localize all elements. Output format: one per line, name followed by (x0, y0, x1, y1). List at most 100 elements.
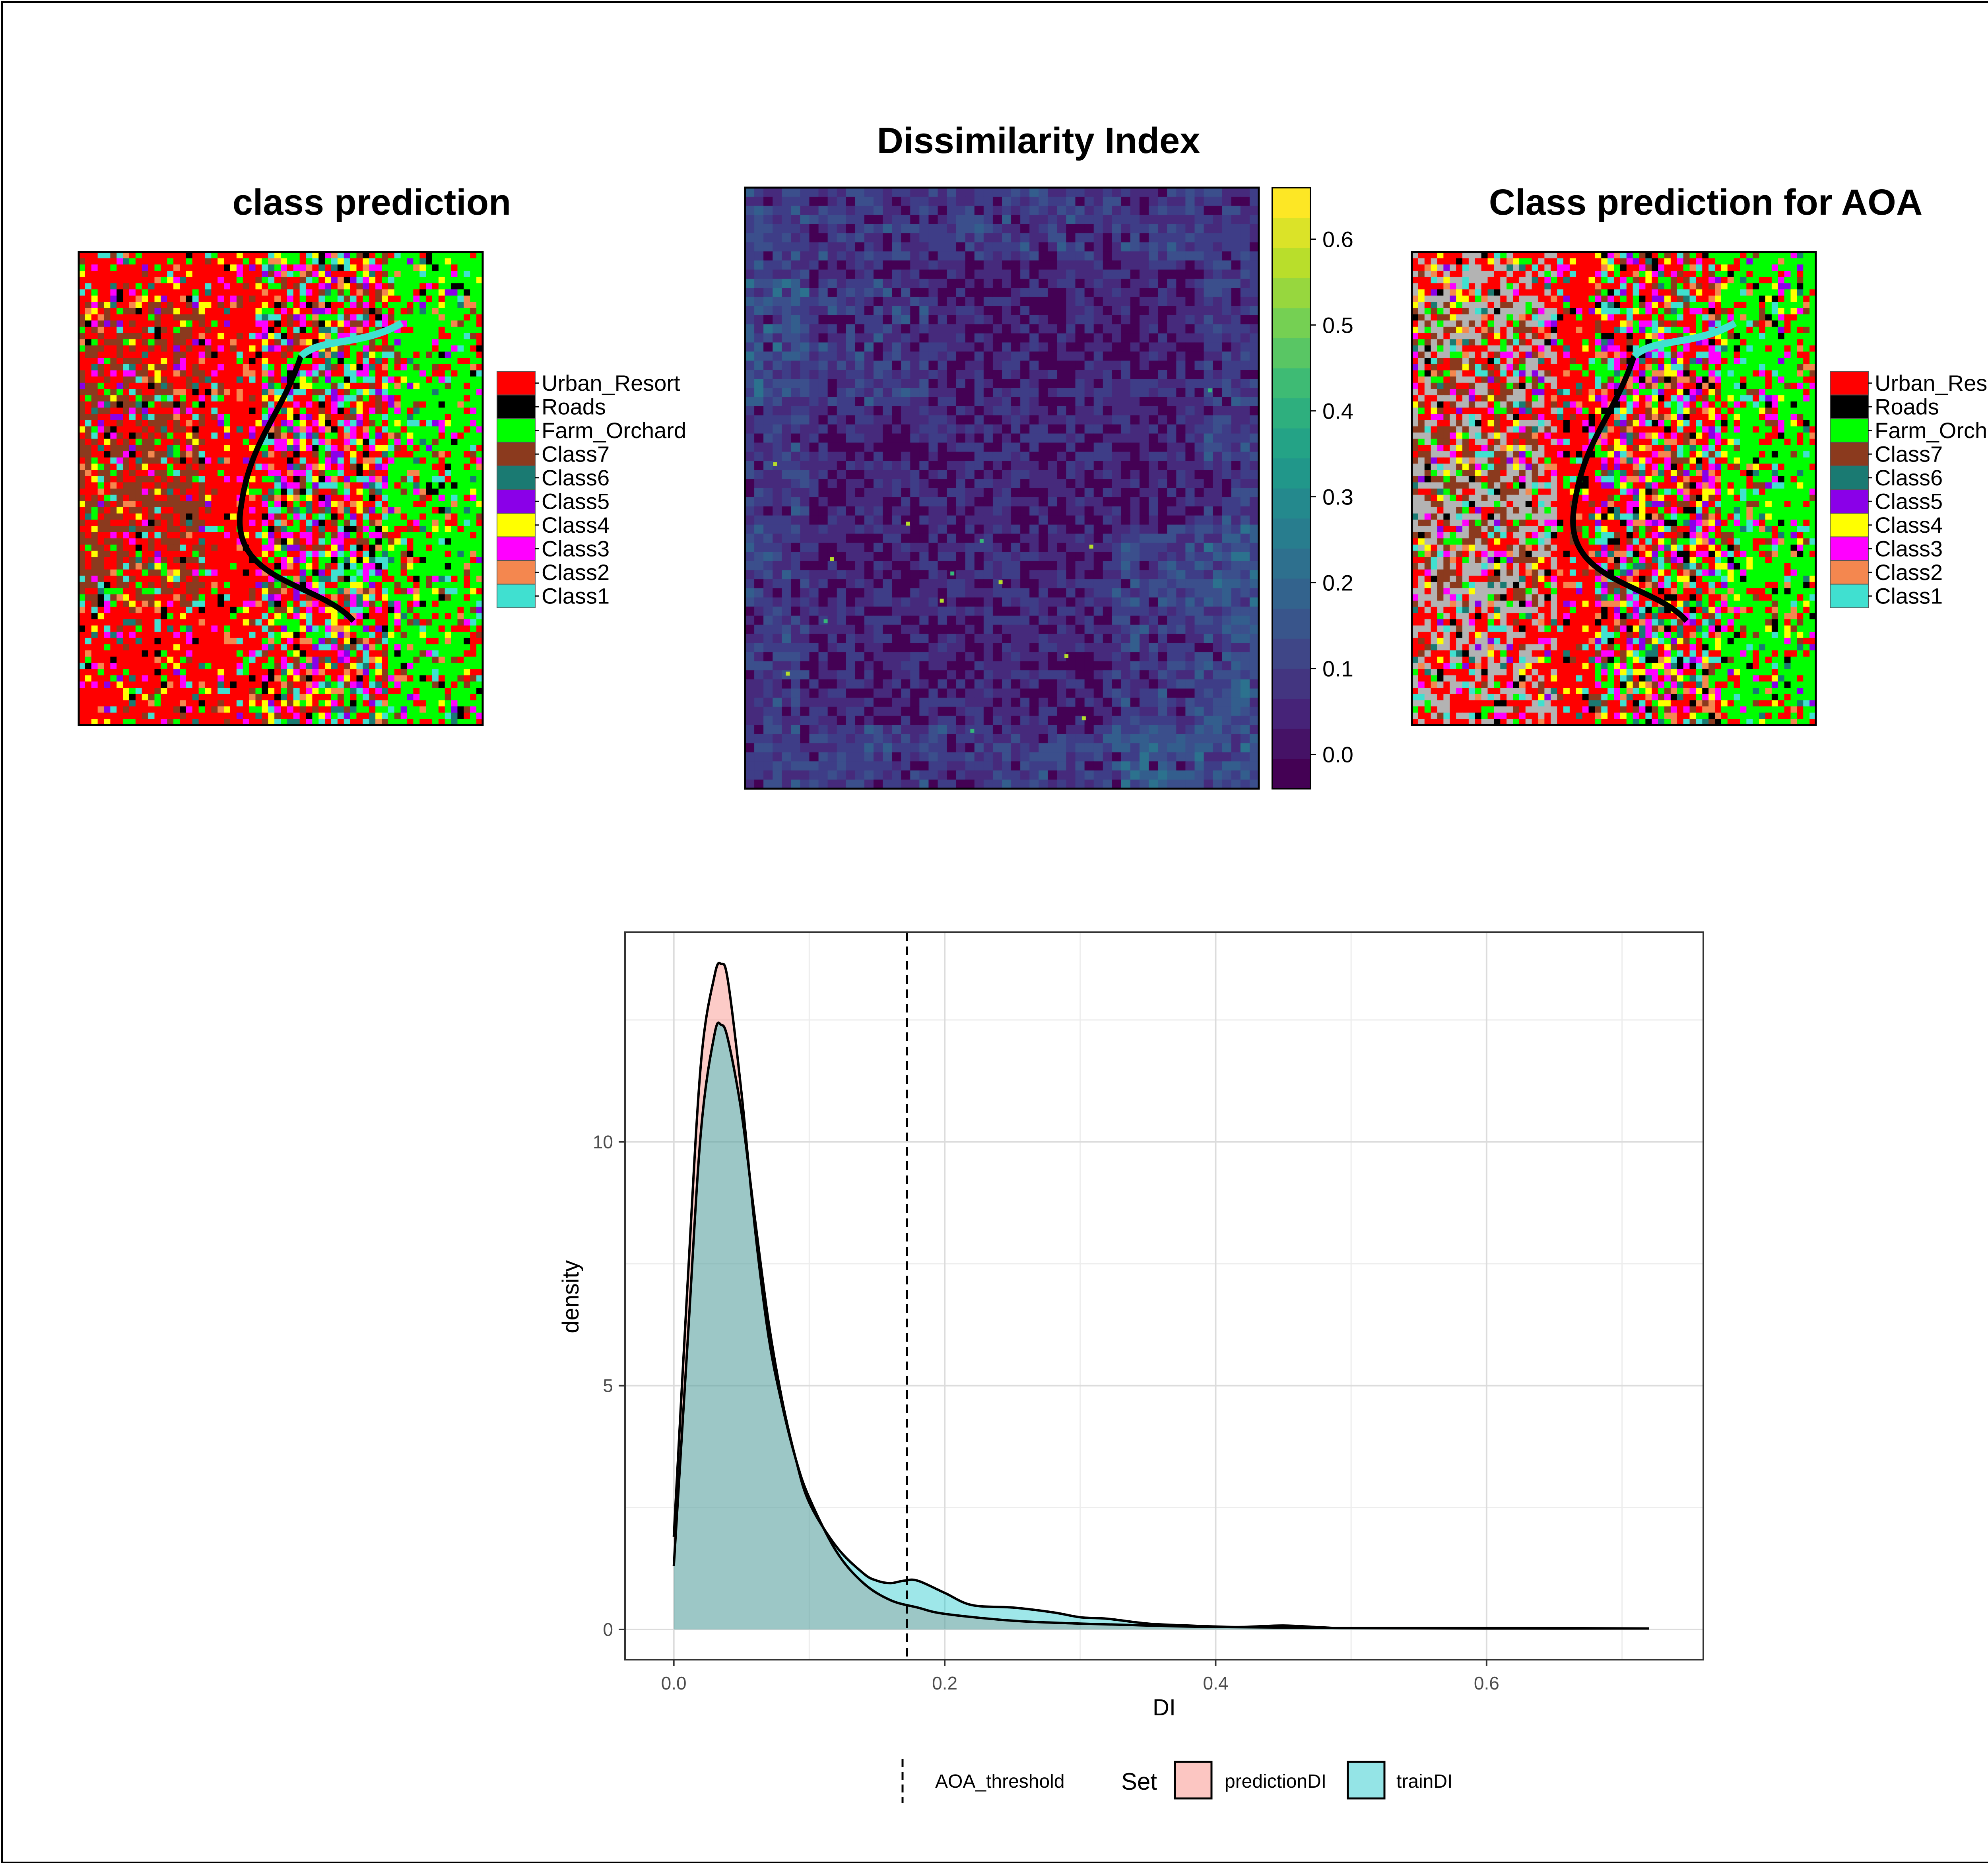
map-cell (224, 694, 231, 700)
map-cell (318, 382, 325, 390)
map-cell (123, 538, 130, 545)
map-cell (457, 557, 464, 564)
map-cell (476, 706, 483, 713)
map-cell (173, 401, 180, 408)
map-cell (167, 675, 174, 682)
map-cell (104, 376, 111, 383)
map-cell (110, 407, 117, 414)
map-cell (262, 619, 268, 626)
map-cell (337, 544, 344, 551)
map-cell (180, 544, 186, 551)
map-cell (369, 719, 376, 725)
map-cell (287, 314, 294, 321)
map-cell (413, 594, 420, 601)
map-cell (274, 277, 281, 283)
map-cell (262, 495, 268, 501)
map-cell (331, 308, 338, 315)
di-cell (1222, 188, 1232, 197)
map-cell (306, 364, 313, 371)
map-cell (142, 395, 149, 402)
map-cell (142, 258, 149, 265)
map-cell (419, 395, 426, 402)
map-cell (281, 320, 287, 327)
map-cell (293, 476, 300, 483)
map-cell (230, 376, 237, 383)
map-cell (299, 688, 307, 694)
map-cell (293, 401, 300, 408)
map-cell (97, 426, 105, 433)
map-cell (432, 538, 439, 545)
map-cell (375, 489, 382, 495)
map-cell (476, 650, 483, 657)
map-cell (318, 314, 325, 321)
map-cell (243, 258, 250, 265)
map-cell (211, 588, 218, 595)
map-cell (211, 326, 218, 334)
map-cell (154, 258, 161, 265)
map-cell (129, 376, 136, 383)
map-cell (331, 538, 338, 545)
di-cell (837, 188, 846, 197)
map-cell (161, 382, 167, 390)
map-cell (148, 295, 155, 302)
map-cell (337, 706, 344, 713)
map-cell (217, 376, 224, 383)
map-cell (318, 258, 325, 265)
map-cell (419, 407, 426, 414)
map-cell (211, 557, 218, 564)
map-cell (287, 308, 294, 315)
map-cell (262, 594, 268, 601)
map-cell (230, 669, 237, 676)
map-cell (331, 252, 338, 259)
map-cell (375, 464, 382, 470)
map-cell (426, 376, 433, 383)
map-cell (217, 544, 224, 551)
map-cell (243, 594, 250, 601)
map-cell (432, 401, 439, 408)
dissimilarity-index-panel: Dissimilarity Index 0.00.10.20.30.40.50.… (744, 120, 1353, 790)
di-cell (1029, 196, 1039, 206)
map-cell (318, 252, 325, 259)
map-cell (268, 544, 275, 551)
map-cell (451, 433, 458, 439)
map-cell (325, 544, 332, 551)
map-cell (123, 588, 130, 595)
map-cell (356, 464, 363, 470)
map-cell (230, 594, 237, 601)
map-cell (97, 345, 105, 352)
map-cell (394, 489, 401, 495)
map-cell (419, 370, 426, 377)
map-cell (306, 414, 313, 421)
map-cell (211, 694, 218, 700)
map-cell (268, 694, 275, 700)
map-cell (205, 712, 212, 719)
map-cell (198, 258, 206, 265)
map-cell (173, 258, 180, 265)
map-cell (173, 426, 180, 433)
map-cell (375, 339, 382, 346)
map-cell (249, 619, 256, 626)
map-cell (312, 364, 319, 371)
map-cell (205, 414, 212, 421)
map-cell (230, 339, 237, 346)
map-cell (419, 551, 426, 557)
map-cell (318, 669, 325, 676)
di-cell (773, 196, 782, 206)
map-cell (186, 557, 193, 564)
map-cell (236, 345, 243, 352)
map-cell (161, 302, 167, 308)
map-cell (173, 650, 180, 657)
map-cell (161, 464, 167, 470)
di-cell (1075, 188, 1085, 197)
map-cell (110, 433, 117, 439)
map-cell (318, 451, 325, 458)
map-cell (167, 407, 174, 414)
map-cell (79, 544, 85, 551)
map-cell (268, 401, 275, 408)
map-cell (299, 376, 307, 383)
map-cell (211, 638, 218, 645)
legend-swatch-roads (497, 394, 536, 419)
di-cell (983, 188, 993, 197)
map-cell (318, 395, 325, 402)
map-cell (457, 451, 464, 458)
